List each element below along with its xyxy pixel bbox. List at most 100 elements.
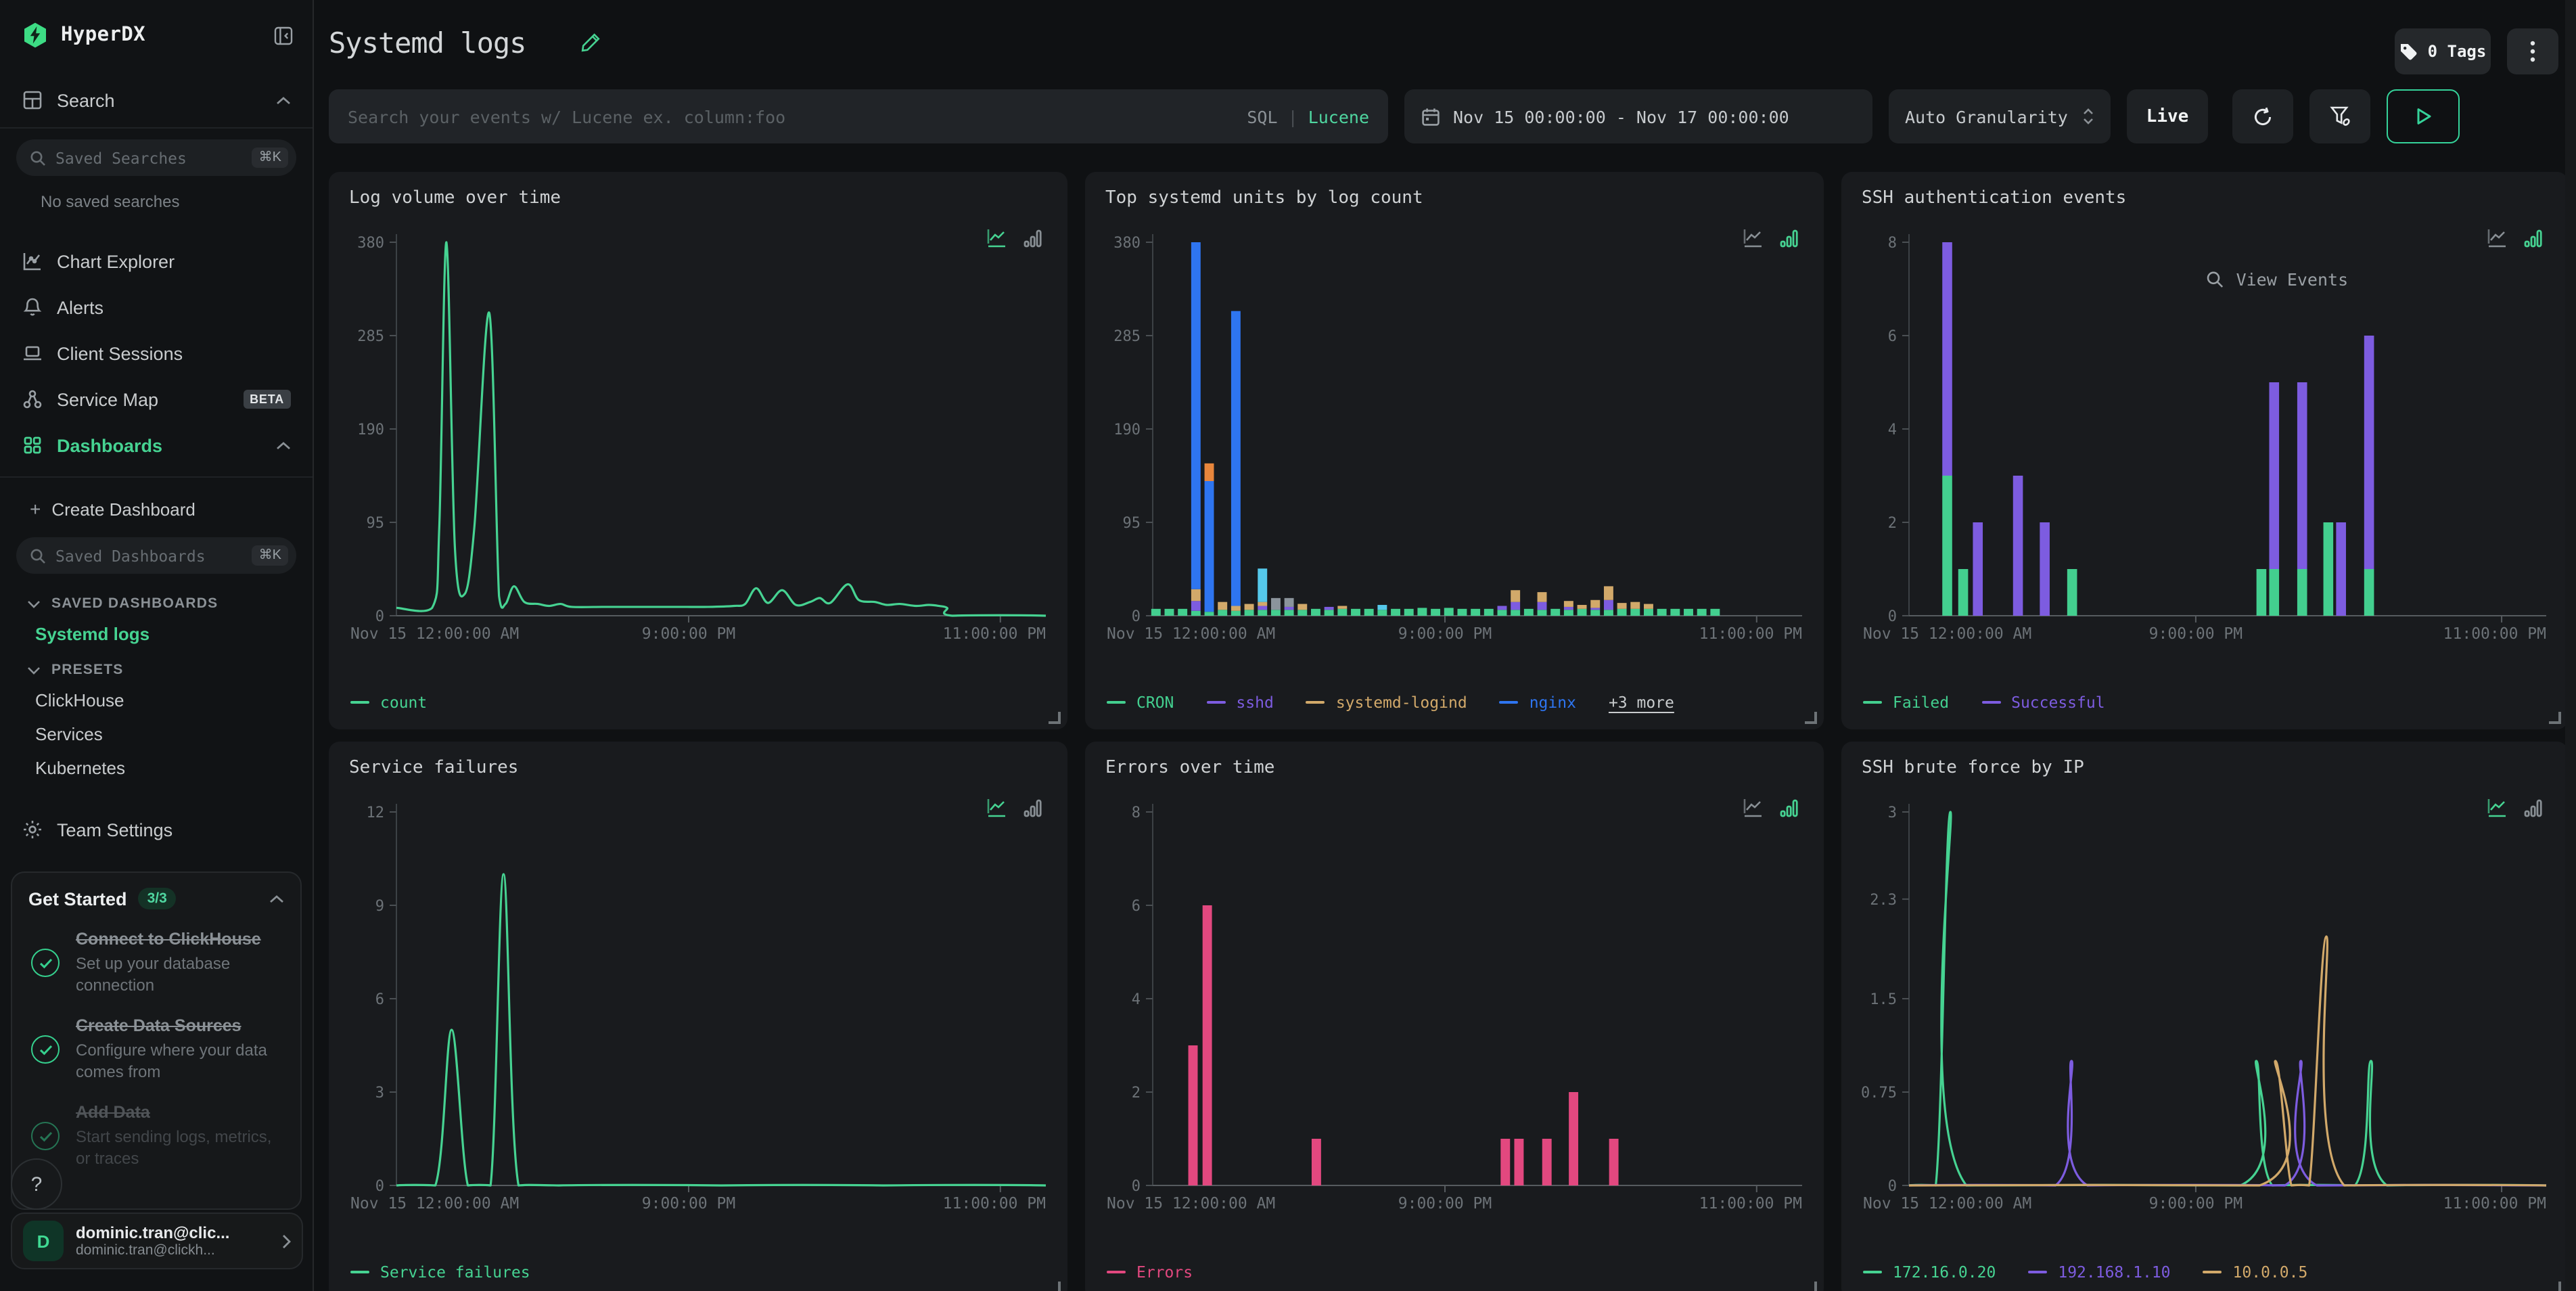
panel-resize-handle[interactable] <box>1049 712 1061 724</box>
svg-text:3: 3 <box>1888 805 1897 821</box>
user-menu[interactable]: D dominic.tran@clic... dominic.tran@clic… <box>11 1213 303 1269</box>
run-query-button[interactable] <box>2387 89 2460 143</box>
live-button[interactable]: Live <box>2127 89 2208 143</box>
preset-kubernetes[interactable]: Kubernetes <box>0 751 313 785</box>
step-title: Create Data Sources <box>76 1016 242 1035</box>
chart-canvas[interactable]: 02468Nov 15 12:00:00 AM9:00:00 PM11:00:0… <box>1860 226 2549 646</box>
line-chart-view-icon[interactable] <box>1743 798 1766 819</box>
line-chart-view-icon[interactable] <box>2487 229 2510 249</box>
bar-chart-view-icon[interactable] <box>1779 229 1799 249</box>
bar-chart-view-icon[interactable] <box>1779 798 1799 819</box>
sidebar-item-service-map[interactable]: Service Map BETA <box>0 376 313 422</box>
chart-canvas[interactable]: 095190285380Nov 15 12:00:00 AM9:00:00 PM… <box>348 226 1049 646</box>
panel-ssh-auth: SSH authentication events View Events 02… <box>1841 172 2568 729</box>
svg-text:11:00:00 PM: 11:00:00 PM <box>943 1195 1046 1213</box>
shortcut-badge: ⌘K <box>252 545 288 566</box>
chart-legend: Failed Successful <box>1863 693 2105 712</box>
collapse-sidebar-icon[interactable] <box>273 25 294 45</box>
chevron-up-icon[interactable] <box>269 894 284 903</box>
view-events-button[interactable]: View Events <box>2207 269 2349 290</box>
sidebar-item-dashboards[interactable]: Dashboards <box>0 422 313 468</box>
panel-resize-handle[interactable] <box>1049 1282 1061 1291</box>
legend-item-failed[interactable]: Failed <box>1863 693 1949 712</box>
chart-errors[interactable]: 02468Nov 15 12:00:00 AM9:00:00 PM11:00:0… <box>1104 796 1805 1215</box>
saved-dashboard-systemd-logs[interactable]: Systemd logs <box>0 617 313 651</box>
sidebar-item-search[interactable]: Search <box>0 81 313 119</box>
date-range-picker[interactable]: Nov 15 00:00:00 - Nov 17 00:00:00 <box>1404 89 1872 143</box>
sidebar-item-team-settings[interactable]: Team Settings <box>0 807 313 853</box>
scrollbar[interactable] <box>2565 0 2576 1291</box>
step-title: Connect to ClickHouse <box>76 930 261 949</box>
panel-title: SSH brute force by IP <box>1862 758 2084 778</box>
legend-item-10-0-0-5[interactable]: 10.0.0.5 <box>2203 1263 2308 1282</box>
bar-chart-view-icon[interactable] <box>2523 798 2544 819</box>
filter-button[interactable] <box>2309 89 2370 143</box>
chart-canvas[interactable]: 095190285380Nov 15 12:00:00 AM9:00:00 PM… <box>1104 226 1805 646</box>
event-search-input[interactable]: Search your events w/ Lucene ex. column:… <box>329 89 1388 143</box>
lucene-toggle[interactable]: Lucene <box>1308 106 1369 127</box>
svg-text:6: 6 <box>1888 328 1897 345</box>
chart-log-volume[interactable]: 095190285380Nov 15 12:00:00 AM9:00:00 PM… <box>348 226 1049 646</box>
section-presets[interactable]: PRESETS <box>0 651 313 683</box>
bar-chart-view-icon[interactable] <box>2523 229 2544 249</box>
panel-menu-button[interactable] <box>2507 28 2558 74</box>
create-dashboard-button[interactable]: + Create Dashboard <box>0 489 313 529</box>
panel-resize-handle[interactable] <box>2549 712 2561 724</box>
sidebar-item-client-sessions[interactable]: Client Sessions <box>0 330 313 376</box>
chart-canvas[interactable]: 02468Nov 15 12:00:00 AM9:00:00 PM11:00:0… <box>1104 796 1805 1215</box>
saved-searches-input[interactable]: Saved Searches ⌘K <box>16 139 296 176</box>
sidebar-item-chart-explorer[interactable]: Chart Explorer <box>0 238 313 284</box>
search-icon <box>30 150 46 166</box>
svg-text:Nov 15 12:00:00 AM: Nov 15 12:00:00 AM <box>350 625 519 643</box>
line-chart-view-icon[interactable] <box>986 798 1009 819</box>
legend-item-successful[interactable]: Successful <box>1981 693 2105 712</box>
chart-canvas[interactable]: 00.751.52.33Nov 15 12:00:00 AM9:00:00 PM… <box>1860 796 2549 1215</box>
legend-item-nginx[interactable]: nginx <box>1500 693 1576 712</box>
svg-text:9:00:00 PM: 9:00:00 PM <box>2149 625 2242 643</box>
edit-title-icon[interactable] <box>579 31 602 54</box>
preset-services[interactable]: Services <box>0 717 313 751</box>
legend-label: sshd <box>1236 693 1273 712</box>
help-button[interactable]: ? <box>11 1158 62 1210</box>
line-chart-view-icon[interactable] <box>986 229 1009 249</box>
legend-item-sshd[interactable]: sshd <box>1206 693 1273 712</box>
get-started-step-sources[interactable]: Create Data SourcesConfigure where your … <box>28 1014 284 1083</box>
legend-item--3-more[interactable]: +3 more <box>1609 693 1674 712</box>
beta-badge: BETA <box>243 390 291 409</box>
refresh-button[interactable] <box>2232 89 2293 143</box>
legend-item-service-failures[interactable]: Service failures <box>350 1263 530 1282</box>
get-started-step-connect[interactable]: Connect to ClickHouseSet up your databas… <box>28 927 284 996</box>
legend-item-systemd-logind[interactable]: systemd-logind <box>1306 693 1467 712</box>
legend-item-172-16-0-20[interactable]: 172.16.0.20 <box>1863 1263 1996 1282</box>
legend-item-errors[interactable]: Errors <box>1107 1263 1193 1282</box>
search-icon <box>2207 271 2224 288</box>
svg-text:4: 4 <box>1888 422 1897 438</box>
tags-button[interactable]: 0 Tags <box>2395 28 2491 74</box>
legend-label: count <box>380 693 427 712</box>
chart-canvas[interactable]: 036912Nov 15 12:00:00 AM9:00:00 PM11:00:… <box>348 796 1049 1215</box>
granularity-select[interactable]: Auto Granularity <box>1889 89 2111 143</box>
legend-item-count[interactable]: count <box>350 693 427 712</box>
section-saved-dashboards[interactable]: SAVED DASHBOARDS <box>0 585 313 617</box>
svg-text:11:00:00 PM: 11:00:00 PM <box>943 625 1046 643</box>
chart-top-units[interactable]: 095190285380Nov 15 12:00:00 AM9:00:00 PM… <box>1104 226 1805 646</box>
panel-resize-handle[interactable] <box>2549 1282 2561 1291</box>
legend-item-192-168-1-10[interactable]: 192.168.1.10 <box>2028 1263 2170 1282</box>
sql-toggle[interactable]: SQL <box>1247 106 1277 127</box>
chart-service-failures[interactable]: 036912Nov 15 12:00:00 AM9:00:00 PM11:00:… <box>348 796 1049 1215</box>
line-chart-view-icon[interactable] <box>2487 798 2510 819</box>
chart-ssh-brute[interactable]: 00.751.52.33Nov 15 12:00:00 AM9:00:00 PM… <box>1860 796 2549 1215</box>
svg-text:0: 0 <box>1888 1178 1897 1195</box>
line-chart-view-icon[interactable] <box>1743 229 1766 249</box>
preset-clickhouse[interactable]: ClickHouse <box>0 683 313 717</box>
panel-resize-handle[interactable] <box>1805 1282 1817 1291</box>
sidebar-item-alerts[interactable]: Alerts <box>0 284 313 330</box>
saved-dashboards-input[interactable]: Saved Dashboards ⌘K <box>16 537 296 574</box>
svg-text:6: 6 <box>1132 898 1141 915</box>
legend-item-cron[interactable]: CRON <box>1107 693 1174 712</box>
bar-chart-view-icon[interactable] <box>1023 229 1043 249</box>
chart-ssh-auth[interactable]: 02468Nov 15 12:00:00 AM9:00:00 PM11:00:0… <box>1860 226 2549 646</box>
panel-resize-handle[interactable] <box>1805 712 1817 724</box>
get-started-step-add-data[interactable]: Add DataStart sending logs, metrics, or … <box>28 1101 284 1170</box>
bar-chart-view-icon[interactable] <box>1023 798 1043 819</box>
